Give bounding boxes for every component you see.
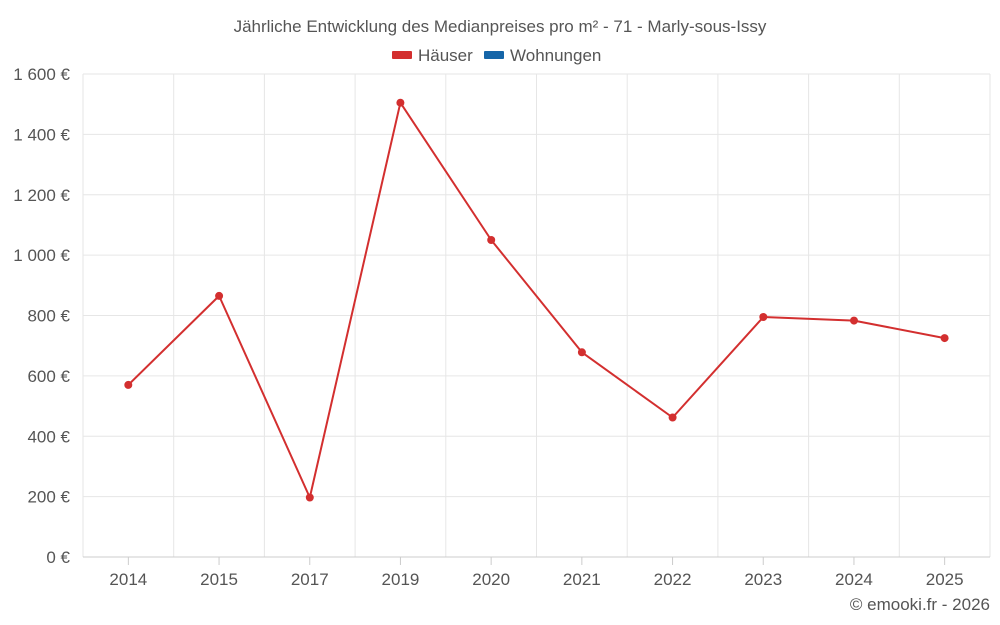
grid (82, 73, 991, 557)
y-tick-label: 600 € (27, 367, 70, 386)
data-point[interactable] (850, 316, 858, 325)
chart-title: Jährliche Entwicklung des Medianpreises … (234, 17, 767, 36)
x-tick-label: 2021 (563, 570, 601, 589)
x-tick-label: 2015 (200, 570, 238, 589)
y-tick-label: 400 € (27, 427, 70, 446)
legend-swatch-haeuser (392, 51, 412, 59)
x-tick-label: 2023 (744, 570, 782, 589)
x-axis: 2014 2015 2017 2019 2020 2021 2022 2023 2024 2025 (83, 556, 990, 589)
x-tick-label: 2019 (382, 570, 420, 589)
legend: Häuser Wohnungen (392, 46, 601, 65)
legend-label-haeuser: Häuser (418, 46, 473, 65)
y-tick-label: 800 € (27, 307, 70, 326)
data-point[interactable] (215, 291, 224, 300)
y-tick-label: 200 € (27, 488, 70, 507)
credit-text: © emooki.fr - 2026 (850, 595, 990, 614)
data-point[interactable] (668, 413, 677, 422)
x-tick-label: 2020 (472, 570, 510, 589)
data-point[interactable] (940, 334, 949, 343)
y-tick-label: 1 000 € (13, 246, 70, 265)
y-axis: 0 € 200 € 400 € 600 € 800 € 1 000 € 1 200 € 1 4… (13, 65, 70, 567)
data-point[interactable] (124, 380, 133, 389)
legend-item-wohnungen[interactable]: Wohnungen (484, 46, 601, 65)
x-tick-label: 2014 (109, 570, 147, 589)
data-point[interactable] (759, 313, 768, 321)
data-point[interactable] (577, 348, 586, 357)
x-tick-label: 2024 (835, 570, 873, 589)
y-tick-label: 1 200 € (13, 186, 70, 205)
y-tick-label: 1 600 € (13, 65, 70, 84)
legend-label-wohnungen: Wohnungen (510, 46, 601, 65)
x-tick-label: 2017 (291, 570, 329, 589)
legend-swatch-wohnungen (484, 51, 504, 59)
data-point[interactable] (487, 236, 496, 244)
data-point[interactable] (305, 493, 314, 502)
y-tick-label: 1 400 € (13, 125, 70, 144)
series-line-0 (127, 101, 945, 499)
legend-item-haeuser[interactable]: Häuser (392, 46, 473, 65)
x-tick-label: 2025 (926, 570, 964, 589)
x-tick-label: 2022 (654, 570, 692, 589)
series-layer (124, 98, 949, 502)
data-point[interactable] (396, 98, 405, 107)
y-tick-label: 0 € (46, 548, 70, 567)
